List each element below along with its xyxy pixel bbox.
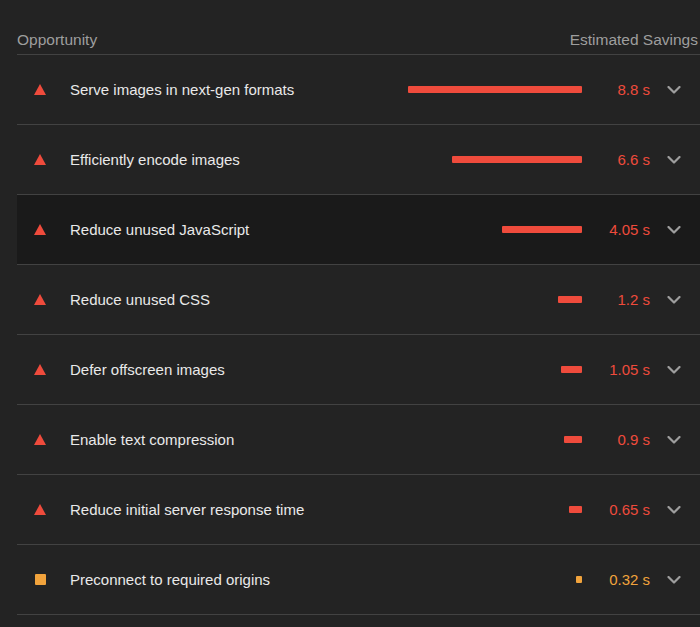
opportunity-row[interactable]: Preconnect to required origins 0.32 s bbox=[17, 545, 700, 615]
chevron-down-icon[interactable] bbox=[667, 576, 681, 584]
chevron-down-icon[interactable] bbox=[667, 296, 681, 304]
savings-bar bbox=[408, 366, 582, 373]
savings-bar bbox=[408, 506, 582, 513]
average-square-icon bbox=[35, 574, 46, 585]
savings-bar bbox=[408, 226, 582, 233]
opportunity-label: Preconnect to required origins bbox=[70, 571, 408, 588]
savings-value: 1.05 s bbox=[592, 361, 650, 378]
opportunity-label: Reduce unused CSS bbox=[70, 291, 408, 308]
opportunity-row[interactable]: Enable text compression 0.9 s bbox=[17, 405, 700, 475]
savings-bar bbox=[408, 576, 582, 583]
column-header-estimated-savings: Estimated Savings bbox=[570, 32, 698, 48]
savings-value: 4.05 s bbox=[592, 221, 650, 238]
savings-bar bbox=[408, 86, 582, 93]
opportunity-label: Reduce unused JavaScript bbox=[70, 221, 408, 238]
savings-value: 0.9 s bbox=[592, 431, 650, 448]
chevron-down-icon[interactable] bbox=[667, 366, 681, 374]
warning-triangle-icon bbox=[34, 504, 46, 515]
opportunity-label: Defer offscreen images bbox=[70, 361, 408, 378]
opportunity-label: Efficiently encode images bbox=[70, 151, 408, 168]
opportunity-row[interactable]: Reduce unused JavaScript 4.05 s bbox=[17, 195, 700, 265]
table-header: Opportunity Estimated Savings bbox=[17, 0, 700, 55]
savings-value: 0.65 s bbox=[592, 501, 650, 518]
chevron-down-icon[interactable] bbox=[667, 436, 681, 444]
savings-bar bbox=[408, 156, 582, 163]
opportunity-label: Enable text compression bbox=[70, 431, 408, 448]
opportunity-row[interactable]: Defer offscreen images 1.05 s bbox=[17, 335, 700, 405]
lighthouse-opportunities-panel: Opportunity Estimated Savings Serve imag… bbox=[0, 0, 700, 627]
warning-triangle-icon bbox=[34, 294, 46, 305]
savings-value: 8.8 s bbox=[592, 81, 650, 98]
opportunity-label: Reduce initial server response time bbox=[70, 501, 408, 518]
warning-triangle-icon bbox=[34, 154, 46, 165]
chevron-down-icon[interactable] bbox=[667, 156, 681, 164]
opportunities-table: Serve images in next-gen formats 8.8 s E… bbox=[17, 55, 700, 615]
savings-value: 6.6 s bbox=[592, 151, 650, 168]
chevron-down-icon[interactable] bbox=[667, 226, 681, 234]
opportunity-row[interactable]: Efficiently encode images 6.6 s bbox=[17, 125, 700, 195]
warning-triangle-icon bbox=[34, 84, 46, 95]
savings-value: 1.2 s bbox=[592, 291, 650, 308]
opportunity-row[interactable]: Reduce initial server response time 0.65… bbox=[17, 475, 700, 545]
opportunity-row[interactable]: Serve images in next-gen formats 8.8 s bbox=[17, 55, 700, 125]
column-header-opportunity: Opportunity bbox=[17, 32, 97, 48]
savings-bar bbox=[408, 296, 582, 303]
opportunity-row[interactable]: Reduce unused CSS 1.2 s bbox=[17, 265, 700, 335]
savings-value: 0.32 s bbox=[592, 571, 650, 588]
warning-triangle-icon bbox=[34, 364, 46, 375]
warning-triangle-icon bbox=[34, 434, 46, 445]
warning-triangle-icon bbox=[34, 224, 46, 235]
chevron-down-icon[interactable] bbox=[667, 506, 681, 514]
chevron-down-icon[interactable] bbox=[667, 86, 681, 94]
savings-bar bbox=[408, 436, 582, 443]
opportunity-label: Serve images in next-gen formats bbox=[70, 81, 408, 98]
